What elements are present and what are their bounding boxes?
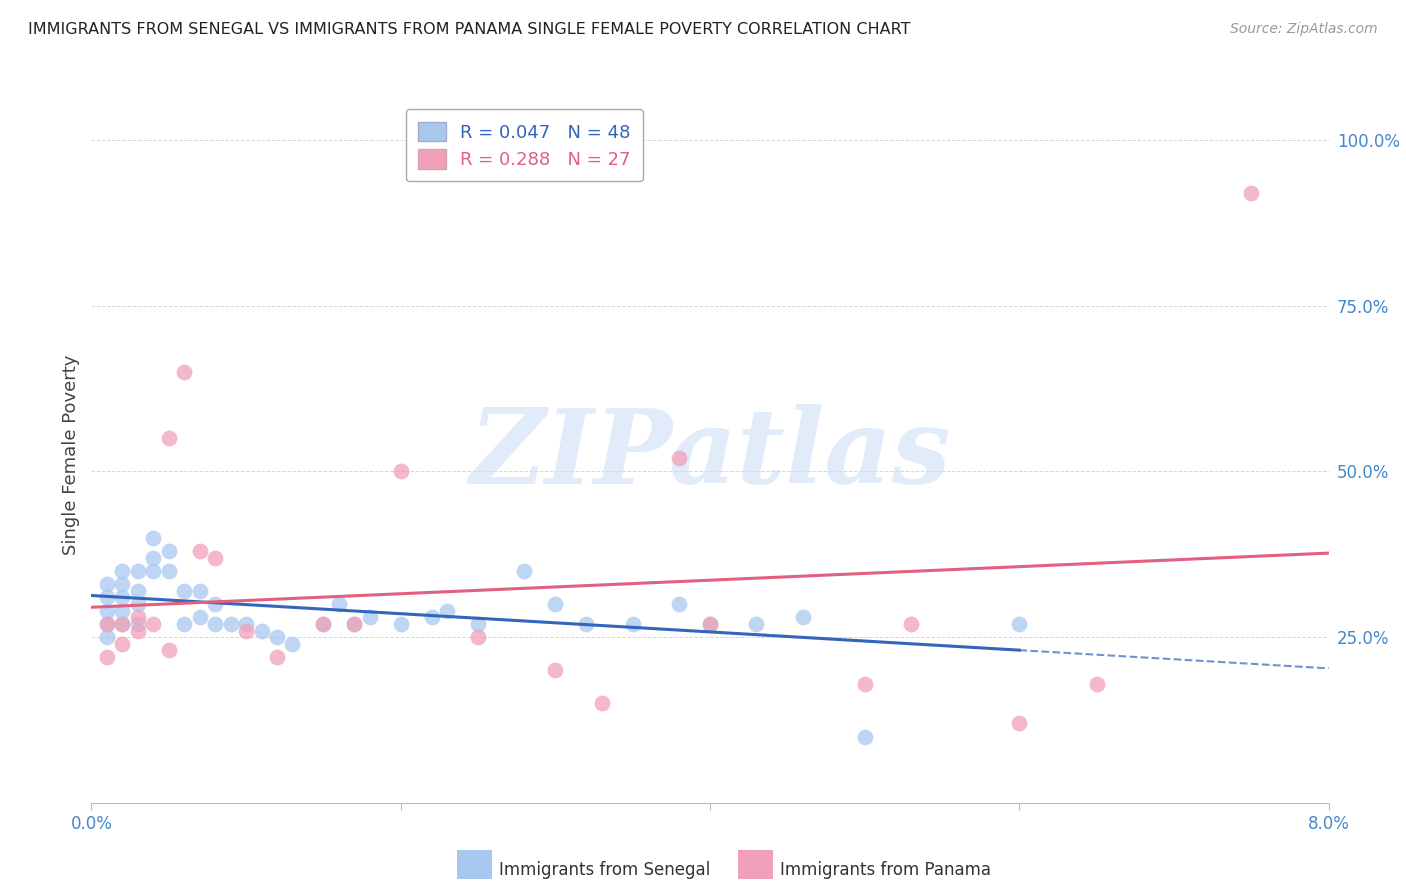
Point	[204, 597, 226, 611]
Point	[235, 616, 257, 631]
Point	[142, 564, 165, 578]
Point	[544, 663, 567, 677]
Point	[173, 616, 195, 631]
Point	[281, 637, 304, 651]
Point	[204, 616, 226, 631]
Point	[343, 616, 366, 631]
Point	[111, 616, 134, 631]
Point	[1085, 676, 1108, 690]
Point	[96, 616, 118, 631]
Point	[96, 591, 118, 605]
Point	[127, 616, 149, 631]
Point	[467, 616, 489, 631]
Point	[127, 610, 149, 624]
Point	[900, 616, 922, 631]
Point	[142, 550, 165, 565]
Point	[127, 624, 149, 638]
Point	[420, 610, 443, 624]
Point	[96, 650, 118, 665]
Point	[792, 610, 814, 624]
Point	[157, 544, 180, 558]
Point	[1240, 186, 1263, 201]
Point	[250, 624, 273, 638]
Point	[389, 616, 412, 631]
Point	[513, 564, 536, 578]
Point	[111, 577, 134, 591]
Point	[127, 583, 149, 598]
Point	[96, 577, 118, 591]
Point	[157, 431, 180, 445]
Point	[111, 591, 134, 605]
Point	[157, 643, 180, 657]
Point	[853, 676, 876, 690]
Point	[328, 597, 350, 611]
Point	[591, 697, 613, 711]
Point	[668, 597, 690, 611]
Text: Source: ZipAtlas.com: Source: ZipAtlas.com	[1230, 22, 1378, 37]
Point	[467, 630, 489, 644]
Point	[173, 583, 195, 598]
Point	[266, 650, 288, 665]
Text: IMMIGRANTS FROM SENEGAL VS IMMIGRANTS FROM PANAMA SINGLE FEMALE POVERTY CORRELAT: IMMIGRANTS FROM SENEGAL VS IMMIGRANTS FR…	[28, 22, 911, 37]
Y-axis label: Single Female Poverty: Single Female Poverty	[62, 355, 80, 555]
Point	[111, 564, 134, 578]
Point	[1008, 616, 1031, 631]
Point	[853, 730, 876, 744]
Point	[1008, 716, 1031, 731]
Point	[389, 465, 412, 479]
Point	[219, 616, 242, 631]
Point	[621, 616, 644, 631]
Point	[96, 630, 118, 644]
Point	[266, 630, 288, 644]
Text: Immigrants from Panama: Immigrants from Panama	[780, 861, 991, 879]
Point	[436, 604, 458, 618]
Point	[544, 597, 567, 611]
Point	[173, 365, 195, 379]
Point	[188, 544, 211, 558]
Point	[204, 550, 226, 565]
Text: Immigrants from Senegal: Immigrants from Senegal	[499, 861, 710, 879]
Point	[188, 583, 211, 598]
Point	[745, 616, 768, 631]
Point	[127, 597, 149, 611]
Point	[235, 624, 257, 638]
Point	[111, 637, 134, 651]
Point	[575, 616, 598, 631]
Point	[157, 564, 180, 578]
Point	[127, 564, 149, 578]
Point	[312, 616, 335, 631]
Point	[699, 616, 721, 631]
Point	[96, 604, 118, 618]
Point	[312, 616, 335, 631]
Point	[699, 616, 721, 631]
Point	[343, 616, 366, 631]
Point	[668, 451, 690, 466]
Point	[359, 610, 381, 624]
Point	[142, 531, 165, 545]
Point	[142, 616, 165, 631]
Point	[111, 604, 134, 618]
Point	[96, 616, 118, 631]
Text: ZIPatlas: ZIPatlas	[470, 404, 950, 506]
Legend: R = 0.047   N = 48, R = 0.288   N = 27: R = 0.047 N = 48, R = 0.288 N = 27	[406, 109, 643, 181]
Point	[111, 616, 134, 631]
Point	[188, 610, 211, 624]
